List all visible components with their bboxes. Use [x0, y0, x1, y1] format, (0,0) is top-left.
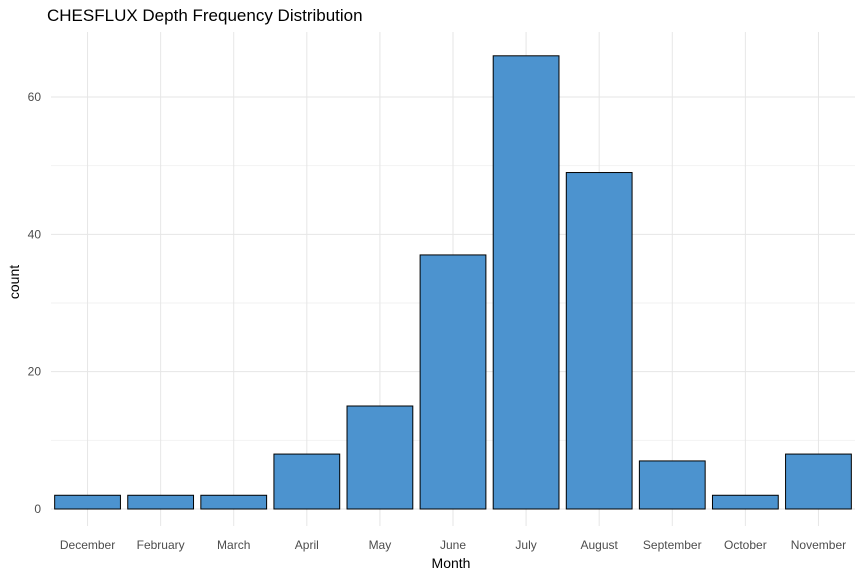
x-tick-label: November	[791, 538, 846, 552]
x-tick-label: April	[295, 538, 319, 552]
bar-march	[200, 494, 268, 510]
bar-july	[492, 55, 560, 510]
y-tick-label: 60	[28, 90, 42, 104]
x-tick-label: February	[137, 538, 185, 552]
x-axis-title: Month	[432, 555, 471, 571]
bar-august	[565, 172, 633, 510]
bar-may	[346, 405, 414, 510]
bar-june	[419, 254, 487, 510]
bar-october	[711, 494, 779, 510]
y-tick-label: 20	[28, 365, 42, 379]
x-tick-label: May	[369, 538, 392, 552]
bar-april	[273, 453, 341, 510]
bars	[54, 55, 852, 510]
x-tick-label: August	[581, 538, 619, 552]
bar-february	[127, 494, 195, 510]
y-axis-ticks: 0 20 40 60	[28, 90, 42, 516]
x-axis-ticks: December February March April May June July Aug…	[60, 538, 846, 552]
bar-december	[54, 494, 121, 510]
x-tick-label: July	[515, 538, 536, 552]
x-tick-label: October	[724, 538, 767, 552]
bar-november	[785, 453, 852, 510]
y-tick-label: 0	[34, 502, 41, 516]
chart-title: CHESFLUX Depth Frequency Distribution	[47, 6, 363, 25]
bar-september	[638, 460, 706, 510]
x-tick-label: December	[60, 538, 115, 552]
y-tick-label: 40	[28, 227, 42, 241]
x-tick-label: March	[217, 538, 250, 552]
x-tick-label: June	[440, 538, 466, 552]
x-tick-label: September	[643, 538, 702, 552]
y-axis-title: count	[6, 265, 22, 299]
